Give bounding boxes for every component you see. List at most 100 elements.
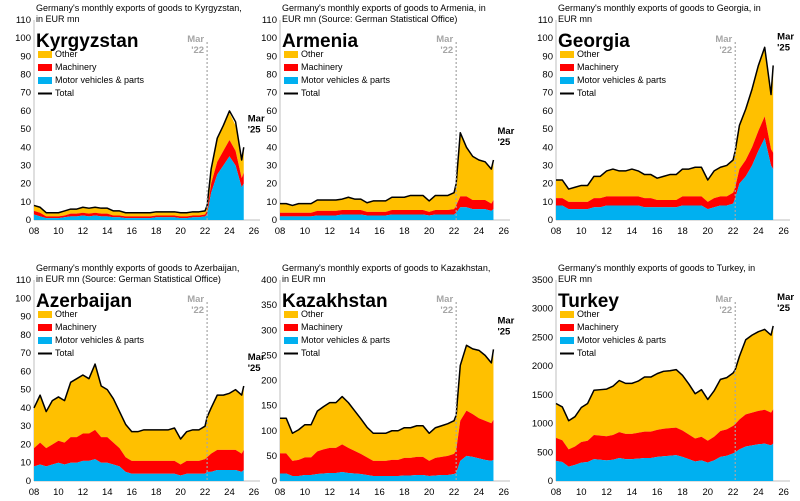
legend-swatch-2	[284, 77, 298, 84]
x-tick-label: 22	[449, 487, 460, 498]
x-tick-label: 24	[474, 226, 485, 237]
legend-label: Machinery	[301, 322, 343, 332]
legend-swatch-0	[284, 51, 298, 58]
marker-label-year: '22	[191, 45, 204, 56]
line-total	[555, 325, 774, 422]
y-tick-label: 110	[16, 275, 31, 286]
x-tick-label: 18	[677, 226, 688, 237]
marker-label-month: Mar	[187, 294, 204, 305]
y-tick-label: 110	[16, 15, 31, 26]
y-tick-label: 0	[548, 215, 553, 226]
chart-title-line: EUR mn	[558, 14, 592, 24]
y-tick-label: 10	[20, 458, 31, 469]
y-tick-label: 80	[20, 70, 31, 81]
marker-label-year: '22	[440, 305, 453, 316]
x-tick-label: 10	[300, 487, 311, 498]
y-tick-label: 100	[15, 33, 31, 44]
legend-swatch-2	[38, 77, 52, 84]
chart-title-line: in EUR mn	[282, 274, 326, 284]
legend-label: Motor vehicles & parts	[577, 75, 667, 85]
area-motor-vehicles	[34, 156, 244, 220]
y-tick-label: 50	[20, 385, 31, 396]
legend-label: Machinery	[577, 322, 619, 332]
end-label-year: '25	[497, 137, 511, 148]
x-tick-label: 10	[576, 226, 587, 237]
x-tick-label: 22	[728, 487, 739, 498]
x-tick-label: 22	[200, 487, 211, 498]
x-tick-label: 08	[551, 487, 562, 498]
y-tick-label: 0	[272, 476, 277, 487]
legend-label: Machinery	[55, 62, 97, 72]
y-tick-label: 90	[20, 312, 31, 323]
chart-title-line: Germany's monthly exports of goods to Ar…	[282, 3, 486, 13]
x-tick-label: 16	[126, 226, 137, 237]
legend-swatch-2	[560, 77, 574, 84]
end-label-month: Mar	[777, 31, 794, 42]
x-tick-label: 24	[753, 487, 764, 498]
legend-label: Motor vehicles & parts	[577, 335, 667, 345]
x-tick-label: 12	[601, 226, 612, 237]
legend-swatch-1	[560, 64, 574, 71]
x-tick-label: 12	[78, 487, 89, 498]
y-tick-label: 0	[548, 476, 553, 487]
area-motor-vehicles	[280, 455, 494, 481]
country-name: Kazakhstan	[282, 291, 388, 312]
y-tick-label: 50	[542, 124, 553, 135]
x-tick-label: 08	[275, 487, 286, 498]
y-tick-label: 0	[272, 215, 277, 226]
x-tick-label: 14	[627, 226, 638, 237]
y-tick-label: 300	[261, 325, 277, 336]
chart-title-line: Germany's monthly exports of goods to Az…	[36, 263, 239, 273]
y-tick-label: 50	[266, 124, 277, 135]
x-tick-label: 14	[627, 487, 638, 498]
legend-swatch-0	[284, 311, 298, 318]
legend-swatch-1	[38, 324, 52, 331]
chart-armenia: 0 10 20 30 40 50 60 70 80 90 100 110 08 10 12 14 16 18 20 2…	[261, 3, 515, 237]
x-tick-label: 26	[249, 487, 260, 498]
y-tick-label: 60	[542, 106, 553, 117]
line-total	[280, 131, 495, 207]
chart-title-line: EUR mn (Source: German Statistical Offic…	[282, 14, 457, 24]
line-total	[556, 46, 774, 190]
x-tick-label: 20	[702, 487, 713, 498]
y-tick-label: 110	[538, 15, 553, 26]
y-tick-label: 20	[20, 179, 31, 190]
legend-label: Motor vehicles & parts	[301, 75, 391, 85]
x-tick-label: 16	[374, 487, 385, 498]
marker-label-month: Mar	[436, 294, 453, 305]
x-tick-label: 10	[576, 487, 587, 498]
x-tick-label: 12	[78, 226, 89, 237]
y-tick-label: 20	[542, 179, 553, 190]
country-name: Georgia	[558, 31, 630, 52]
legend-swatch-0	[560, 311, 574, 318]
area-motor-vehicles	[556, 443, 774, 481]
x-tick-label: 12	[601, 487, 612, 498]
x-tick-label: 26	[498, 487, 509, 498]
y-tick-label: 90	[20, 51, 31, 62]
x-tick-label: 24	[474, 487, 485, 498]
legend-label: Motor vehicles & parts	[55, 335, 145, 345]
x-tick-label: 22	[449, 226, 460, 237]
x-tick-label: 26	[778, 226, 789, 237]
x-tick-label: 22	[728, 226, 739, 237]
y-tick-label: 40	[266, 142, 277, 153]
y-tick-label: 30	[20, 421, 31, 432]
legend-swatch-1	[560, 324, 574, 331]
area-motor-vehicles	[34, 459, 244, 481]
legend-label: Machinery	[577, 62, 619, 72]
x-tick-label: 14	[102, 226, 113, 237]
chart-title-line: EUR mn	[558, 274, 592, 284]
end-label-month: Mar	[248, 352, 265, 363]
end-label-month: Mar	[497, 315, 514, 326]
x-tick-label: 18	[677, 487, 688, 498]
chart-title-line: in EUR mn	[36, 14, 80, 24]
y-tick-label: 20	[266, 179, 277, 190]
legend-label: Other	[577, 309, 600, 319]
x-tick-label: 08	[551, 226, 562, 237]
y-tick-label: 70	[266, 88, 277, 99]
legend-swatch-2	[284, 337, 298, 344]
x-tick-label: 12	[324, 226, 335, 237]
x-tick-label: 18	[399, 226, 410, 237]
y-tick-label: 250	[261, 350, 277, 361]
